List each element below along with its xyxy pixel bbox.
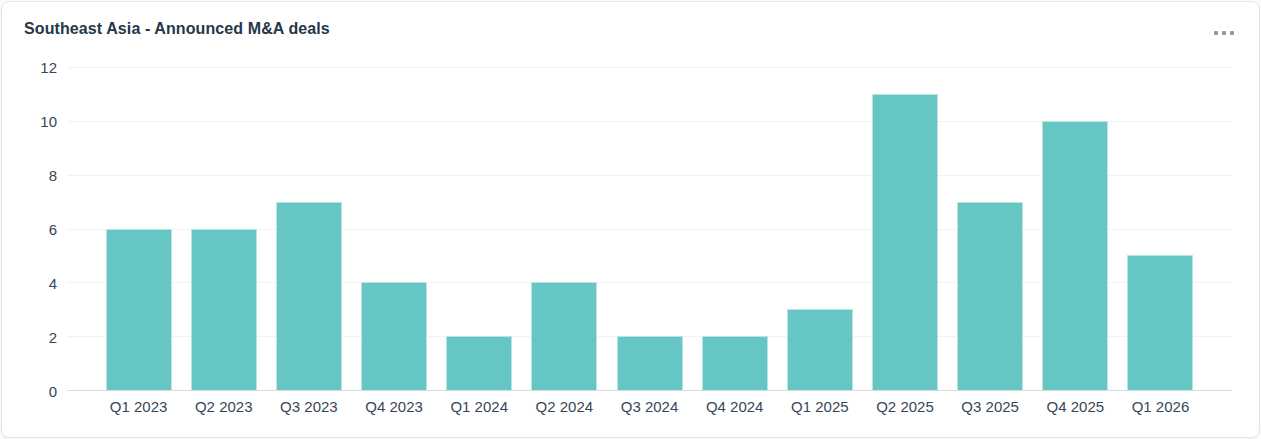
- bar-q3-2024[interactable]: [617, 336, 683, 390]
- x-axis-label-q2-2024: Q2 2024: [536, 398, 594, 415]
- bar-q1-2024[interactable]: [446, 336, 512, 390]
- bar-q4-2025[interactable]: [1042, 121, 1108, 390]
- bar-slot-q1-2024: [437, 67, 522, 390]
- y-axis-label-4: 4: [49, 275, 57, 292]
- y-axis: 024681012: [2, 67, 57, 391]
- bar-slot-q3-2023: [266, 67, 351, 390]
- x-slot-q3-2023: Q3 2023: [266, 398, 351, 420]
- x-slot-q1-2023: Q1 2023: [96, 398, 181, 420]
- bar-slot-q3-2025: [948, 67, 1033, 390]
- x-axis-label-q3-2025: Q3 2025: [961, 398, 1019, 415]
- x-axis-label-q4-2024: Q4 2024: [706, 398, 764, 415]
- bar-chart: 024681012 Q1 2023Q2 2023Q3 2023Q4 2023Q1…: [2, 2, 1259, 437]
- bar-slot-q4-2025: [1033, 67, 1118, 390]
- bars-row: [67, 67, 1232, 390]
- y-axis-label-0: 0: [49, 383, 57, 400]
- bar-slot-q2-2025: [862, 67, 947, 390]
- bar-q3-2023[interactable]: [276, 202, 342, 390]
- bar-q3-2025[interactable]: [957, 202, 1023, 390]
- x-slot-q1-2025: Q1 2025: [777, 398, 862, 420]
- x-axis-label-q2-2023: Q2 2023: [195, 398, 253, 415]
- x-axis-label-q3-2023: Q3 2023: [280, 398, 338, 415]
- y-axis-label-8: 8: [49, 167, 57, 184]
- bar-q2-2023[interactable]: [191, 229, 257, 391]
- bar-slot-q2-2023: [181, 67, 266, 390]
- chart-card: Southeast Asia - Announced M&A deals 024…: [1, 1, 1260, 438]
- bar-q1-2025[interactable]: [787, 309, 853, 390]
- x-slot-q2-2024: Q2 2024: [522, 398, 607, 420]
- bar-q2-2024[interactable]: [531, 282, 597, 390]
- x-axis: Q1 2023 Q2 2023 Q3 2023 Q4 2023 Q1 2024 Q2 20…: [67, 398, 1232, 420]
- x-axis-label-q2-2025: Q2 2025: [876, 398, 934, 415]
- bar-q4-2023[interactable]: [361, 282, 427, 390]
- x-slot-q3-2024: Q3 2024: [607, 398, 692, 420]
- x-slot-q4-2023: Q4 2023: [351, 398, 436, 420]
- x-slot-q1-2026: Q1 2026: [1118, 398, 1203, 420]
- bar-slot-q1-2026: [1118, 67, 1203, 390]
- x-slot-q4-2024: Q4 2024: [692, 398, 777, 420]
- x-slot-q1-2024: Q1 2024: [437, 398, 522, 420]
- x-axis-label-q1-2023: Q1 2023: [110, 398, 168, 415]
- y-axis-label-12: 12: [40, 59, 57, 76]
- bar-q4-2024[interactable]: [702, 336, 768, 390]
- y-axis-label-2: 2: [49, 329, 57, 346]
- x-axis-label-q4-2023: Q4 2023: [365, 398, 423, 415]
- x-slot-q3-2025: Q3 2025: [948, 398, 1033, 420]
- bar-q1-2026[interactable]: [1127, 255, 1193, 390]
- x-slot-q2-2025: Q2 2025: [862, 398, 947, 420]
- x-axis-label-q1-2026: Q1 2026: [1132, 398, 1190, 415]
- x-slot-q2-2023: Q2 2023: [181, 398, 266, 420]
- bar-slot-q4-2024: [692, 67, 777, 390]
- bar-q2-2025[interactable]: [872, 94, 938, 390]
- bar-slot-q3-2024: [607, 67, 692, 390]
- bar-slot-q1-2023: [96, 67, 181, 390]
- bar-slot-q1-2025: [777, 67, 862, 390]
- y-axis-label-6: 6: [49, 221, 57, 238]
- x-axis-label-q1-2025: Q1 2025: [791, 398, 849, 415]
- y-axis-label-10: 10: [40, 113, 57, 130]
- x-axis-label-q1-2024: Q1 2024: [450, 398, 508, 415]
- bar-q1-2023[interactable]: [106, 229, 172, 391]
- bar-slot-q2-2024: [522, 67, 607, 390]
- x-axis-label-q3-2024: Q3 2024: [621, 398, 679, 415]
- bar-slot-q4-2023: [351, 67, 436, 390]
- x-axis-label-q4-2025: Q4 2025: [1047, 398, 1105, 415]
- x-slot-q4-2025: Q4 2025: [1033, 398, 1118, 420]
- plot-area: [67, 67, 1232, 391]
